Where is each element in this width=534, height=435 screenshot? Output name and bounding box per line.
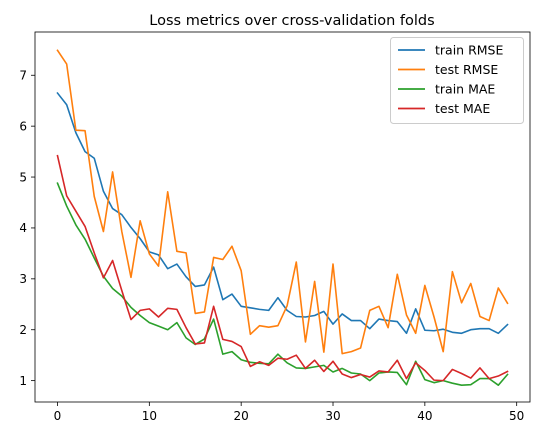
y-tick-label: 3 [19,272,27,286]
series-line-test-mae [56,154,509,382]
legend-label-test-mae: test MAE [435,101,490,116]
x-axis: 0 10 20 30 40 50 [54,402,524,423]
x-tick-label: 50 [509,409,524,423]
legend-label-train-mae: train MAE [435,81,495,96]
legend-box [390,37,524,124]
legend-label-train-rmse: train RMSE [435,42,503,57]
x-tick-label: 0 [54,409,62,423]
series-line-train-rmse [56,91,509,335]
y-tick-label: 4 [19,221,27,235]
series-layer [56,49,509,387]
y-tick-label: 7 [19,69,27,83]
x-tick-label: 40 [417,409,432,423]
x-tick-label: 30 [325,409,340,423]
series-line-test-rmse [56,49,509,355]
x-tick-label: 20 [234,409,249,423]
y-axis: 1 2 3 4 5 6 7 [19,69,35,388]
legend-label-test-rmse: test RMSE [435,62,498,77]
chart-title: Loss metrics over cross-validation folds [149,13,434,29]
x-tick-label: 10 [142,409,157,423]
legend: train RMSE test RMSE train MAE test MAE [390,37,524,124]
axes-frame [34,31,531,403]
y-tick-label: 6 [19,119,27,133]
y-tick-label: 1 [19,374,27,388]
y-tick-label: 2 [19,323,27,337]
y-tick-label: 5 [19,170,27,184]
